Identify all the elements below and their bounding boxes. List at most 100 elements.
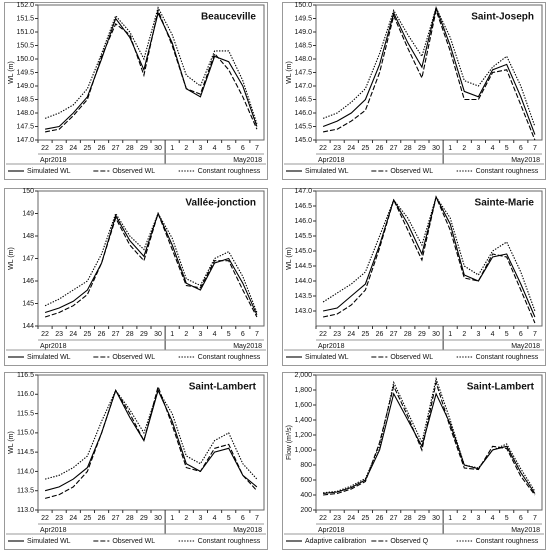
x-tick-label: 26 (376, 331, 384, 338)
x-tick-label: 25 (362, 145, 370, 152)
legend-label: Simulated WL (27, 538, 71, 545)
x-tick-label: 6 (519, 145, 523, 152)
series-line (44, 211, 258, 316)
x-tick-label: 26 (98, 145, 106, 152)
x-tick-label: 3 (198, 515, 202, 522)
legend-label: Constant roughness (476, 168, 539, 175)
y-tick-label: 145.5 (294, 233, 312, 240)
y-tick-label: 150 (22, 188, 34, 195)
y-tick-label: 116.0 (17, 391, 34, 398)
x-tick-label: 3 (198, 145, 202, 152)
y-tick-label: 1,800 (294, 387, 312, 394)
legend-label: Constant roughness (476, 538, 539, 545)
y-tick-label: 151.0 (16, 29, 34, 36)
panel-frame (282, 2, 546, 180)
chart-panel: 145.0 145.5 146.0 146.5 147.0 147.5 148.0 148.5… (282, 2, 546, 180)
x-tick-label: 4 (213, 145, 217, 152)
chart-title: Saint-Joseph (471, 12, 534, 23)
series-line (44, 211, 258, 318)
x-tick-label: 30 (432, 515, 440, 522)
month-label: May2018 (233, 343, 262, 350)
x-tick-label: 5 (227, 145, 231, 152)
series-line (322, 195, 536, 324)
series-line (322, 195, 536, 318)
x-tick-label: 27 (112, 515, 120, 522)
x-tick-label: 29 (140, 331, 148, 338)
y-tick-label: 148.0 (16, 110, 34, 117)
panel-frame (4, 2, 268, 180)
x-tick-label: 28 (126, 331, 134, 338)
x-tick-label: 23 (333, 145, 341, 152)
y-tick-label: 146.0 (294, 110, 312, 117)
y-tick-label: 147.0 (294, 188, 312, 195)
y-tick-label: 200 (300, 507, 312, 514)
x-tick-label: 7 (533, 515, 537, 522)
x-tick-label: 22 (319, 331, 327, 338)
plot-area (315, 374, 543, 511)
x-tick-label: 3 (476, 331, 480, 338)
x-tick-label: 30 (154, 145, 162, 152)
series-line (44, 6, 258, 124)
month-label: Apr2018 (318, 527, 345, 534)
x-tick-label: 1 (170, 331, 174, 338)
month-label: May2018 (233, 157, 262, 164)
chart-title: Saint-Lambert (467, 382, 535, 393)
series-line (44, 384, 258, 499)
legend-label: Constant roughness (198, 354, 261, 361)
y-tick-label: 145.0 (294, 248, 312, 255)
x-tick-label: 2 (462, 145, 466, 152)
x-tick-label: 24 (347, 145, 355, 152)
y-tick-label: 114.0 (17, 468, 34, 475)
x-tick-label: 5 (505, 515, 509, 522)
x-tick-label: 29 (418, 515, 426, 522)
series-line (322, 195, 536, 312)
panel-frame (282, 188, 546, 366)
legend-label: Simulated WL (305, 354, 349, 361)
y-tick-label: 113.0 (17, 507, 34, 514)
y-tick-label: 146.5 (294, 203, 312, 210)
x-tick-label: 23 (55, 515, 63, 522)
y-tick-label: 114.5 (17, 449, 34, 456)
y-tick-label: 149.5 (16, 69, 34, 76)
x-tick-label: 24 (347, 515, 355, 522)
legend-label: Simulated WL (27, 168, 71, 175)
x-tick-label: 25 (84, 331, 92, 338)
legend-label: Observed WL (390, 354, 433, 361)
x-tick-label: 5 (227, 331, 231, 338)
y-tick-label: 147.0 (294, 83, 312, 90)
x-tick-label: 25 (84, 145, 92, 152)
x-tick-label: 28 (404, 145, 412, 152)
series-line (44, 8, 258, 133)
y-tick-label: 150.0 (16, 56, 34, 63)
x-tick-label: 23 (55, 331, 63, 338)
plot-area (37, 190, 265, 327)
x-tick-label: 25 (362, 331, 370, 338)
x-tick-label: 23 (55, 145, 63, 152)
month-label: Apr2018 (40, 157, 67, 164)
y-axis-label: WL (m) (8, 61, 15, 84)
legend-label: Observed WL (112, 354, 155, 361)
chart-title: Beauceville (201, 12, 256, 23)
x-tick-label: 6 (241, 515, 245, 522)
series-line (323, 392, 536, 495)
series-line (322, 6, 536, 127)
chart-panel: 113.0 113.5 114.0 114.5 115.0 115.5 116.0 116.5… (4, 372, 268, 550)
y-tick-label: 113.5 (17, 488, 34, 495)
y-axis-label: WL (m) (8, 247, 15, 270)
y-tick-label: 115.5 (17, 410, 34, 417)
x-tick-label: 1 (170, 145, 174, 152)
legend-label: Simulated WL (27, 354, 71, 361)
x-tick-label: 29 (418, 331, 426, 338)
x-tick-label: 24 (69, 515, 77, 522)
x-tick-label: 24 (347, 331, 355, 338)
x-tick-label: 7 (533, 331, 537, 338)
x-tick-label: 27 (390, 331, 398, 338)
x-tick-label: 26 (98, 331, 106, 338)
x-tick-label: 28 (126, 145, 134, 152)
x-tick-label: 25 (362, 515, 370, 522)
x-tick-label: 22 (319, 145, 327, 152)
x-tick-label: 2 (184, 145, 188, 152)
y-axis-label: Flow (m³/s) (286, 425, 293, 460)
x-tick-label: 2 (184, 515, 188, 522)
